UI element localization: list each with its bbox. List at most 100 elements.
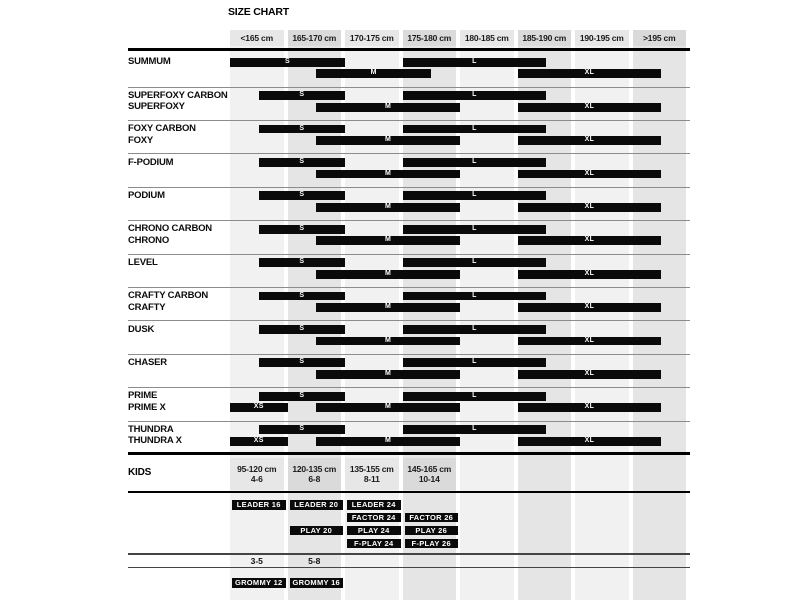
kids-height-range: 145-165 cm — [407, 463, 452, 474]
divider-rule — [128, 86, 690, 88]
divider-rule — [128, 253, 690, 255]
size-bar-s: S — [230, 57, 345, 67]
model-label: THUNDRA THUNDRA X — [128, 423, 182, 447]
divider-rule — [128, 119, 690, 121]
size-bar-m: M — [316, 236, 460, 246]
divider-rule — [128, 48, 690, 51]
size-bar-m: M — [316, 102, 460, 112]
size-bar-l: L — [402, 258, 547, 267]
kids-bike-bar: F-PLAY 26 — [404, 538, 458, 549]
kids-bike-bar: GROMMY 12 — [232, 578, 286, 588]
kids-column-header: 145-165 cm 10-14 — [403, 458, 457, 490]
model-label: LEVEL — [128, 256, 158, 268]
size-bar-m: M — [316, 136, 460, 145]
size-bar-m: M — [316, 303, 460, 312]
size-bar-s: S — [258, 425, 345, 434]
divider-rule — [128, 153, 690, 155]
size-bar-m: M — [316, 403, 460, 413]
size-bar-l: L — [402, 91, 547, 100]
size-bar-s: S — [258, 291, 345, 301]
size-bar-l: L — [402, 158, 547, 167]
kids-bike-bar: LEADER 24 — [347, 500, 401, 510]
height-column-header: 165-170 cm — [292, 33, 337, 43]
size-bar-xl: XL — [517, 203, 662, 212]
size-bar-xl: XL — [517, 403, 662, 413]
column-stripe — [575, 30, 629, 600]
divider-rule — [128, 353, 690, 355]
size-bar-s: S — [258, 191, 345, 201]
header-band — [287, 30, 341, 46]
header-band — [460, 30, 514, 46]
size-bar-xl: XL — [517, 370, 662, 379]
kids-bike-bar: PLAY 24 — [347, 525, 401, 536]
model-label: PODIUM — [128, 189, 165, 201]
column-stripe — [230, 30, 284, 600]
header-band — [402, 30, 456, 46]
kids-bike-bar: GROMMY 16 — [289, 578, 343, 588]
kids-age-label: 3-5 — [250, 556, 263, 566]
size-bar-s: S — [258, 124, 345, 134]
size-bar-l: L — [402, 391, 547, 401]
kids-header-band — [402, 458, 456, 490]
model-label: CHRONO CARBON CHRONO — [128, 223, 212, 246]
size-bar-m: M — [316, 370, 460, 379]
size-bar-s: S — [258, 91, 345, 100]
size-bar-m: M — [316, 436, 460, 446]
kids-header-band — [287, 458, 341, 490]
header-band — [345, 30, 399, 46]
divider-rule — [128, 567, 690, 568]
kids-column-header: 120-135 cm 6-8 — [288, 458, 342, 490]
kids-bike-bar: LEADER 20 — [289, 500, 343, 510]
size-bar-s: S — [258, 258, 345, 267]
size-bar-xl: XL — [517, 436, 662, 446]
divider-rule — [128, 452, 690, 455]
column-stripe — [517, 30, 571, 600]
size-bar-l: L — [402, 358, 547, 368]
size-bar-m: M — [316, 269, 460, 279]
size-bar-xl: XL — [517, 102, 662, 112]
kids-column-header: 135-155 cm 8-11 — [345, 458, 399, 490]
size-bar-m: M — [316, 69, 432, 79]
height-column-header: 175-180 cm — [407, 33, 452, 43]
size-bar-xl: XL — [517, 169, 662, 179]
model-label: F-PODIUM — [128, 156, 174, 168]
model-label: CHASER — [128, 356, 167, 368]
kids-age-label: 5-8 — [308, 556, 321, 566]
kids-age-range: 4-6 — [250, 474, 263, 484]
size-bar-m: M — [316, 336, 460, 346]
column-stripe — [287, 30, 341, 600]
height-column-header: 185-190 cm — [522, 33, 567, 43]
kids-age-range: 8-11 — [363, 474, 380, 484]
size-bar-s: S — [258, 158, 345, 167]
kids-height-range: 95-120 cm — [237, 463, 277, 474]
size-bar-xs: XS — [230, 436, 288, 446]
size-bar-xl: XL — [517, 269, 662, 279]
height-column-header: 170-175 cm — [349, 33, 394, 43]
kids-section-label: KIDS — [128, 467, 152, 478]
kids-height-range: 120-135 cm — [292, 463, 337, 474]
size-bar-xl: XL — [517, 136, 662, 145]
kids-bike-bar: FACTOR 24 — [347, 512, 401, 523]
size-bar-xl: XL — [517, 236, 662, 246]
size-bar-s: S — [258, 325, 345, 334]
kids-bike-bar: PLAY 20 — [289, 525, 343, 536]
divider-rule — [128, 553, 690, 555]
model-label: DUSK — [128, 323, 155, 335]
kids-bike-bar: F-PLAY 24 — [347, 538, 401, 549]
divider-rule — [128, 286, 690, 288]
chart-title: SIZE CHART — [228, 6, 290, 18]
divider-rule — [128, 186, 690, 188]
height-column-header: 180-185 cm — [464, 33, 509, 43]
size-bar-s: S — [258, 224, 345, 234]
height-column-header: >195 cm — [643, 33, 676, 43]
size-bar-l: L — [402, 57, 547, 67]
model-label: SUMMUM — [128, 56, 171, 68]
height-column-header: <165 cm — [240, 33, 274, 43]
size-bar-s: S — [258, 358, 345, 368]
divider-rule — [128, 320, 690, 322]
size-bar-m: M — [316, 203, 460, 212]
size-bar-xl: XL — [517, 69, 662, 79]
height-column-header: 190-195 cm — [579, 33, 624, 43]
divider-rule — [128, 387, 690, 389]
header-band — [517, 30, 571, 46]
